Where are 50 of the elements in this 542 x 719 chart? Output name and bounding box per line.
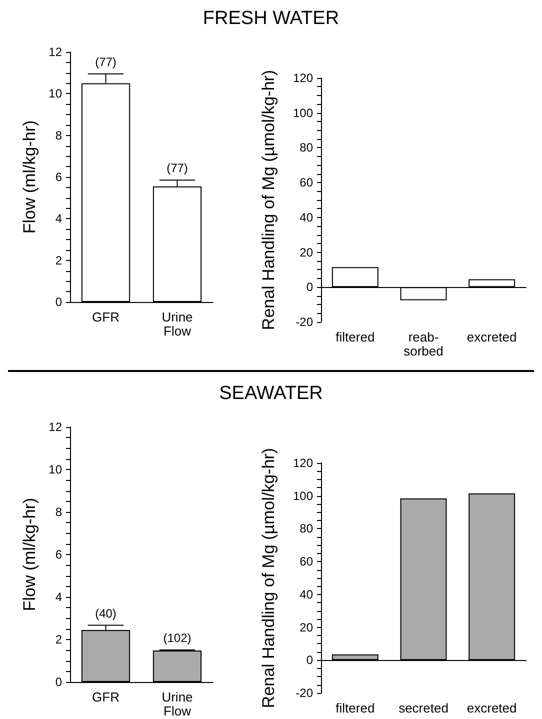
y-tick-label: 10 bbox=[48, 462, 62, 476]
x-tick-label: filtered bbox=[336, 330, 375, 344]
y-tick-label: 0 bbox=[55, 295, 62, 309]
y-tick-label: 8 bbox=[55, 505, 62, 519]
x-tick-label: filtered bbox=[336, 700, 375, 716]
x-tick-label: excreted bbox=[466, 330, 517, 344]
y-tick-label: 4 bbox=[55, 212, 62, 226]
annotation: (77) bbox=[95, 54, 116, 69]
y-tick-label: 12 bbox=[48, 420, 62, 434]
y-tick-label: 2 bbox=[55, 632, 62, 646]
y-tick-label: -20 bbox=[296, 686, 314, 700]
text: SEAWATER bbox=[218, 383, 324, 405]
y-tick-label: 100 bbox=[292, 488, 314, 503]
y-tick-label: 10 bbox=[48, 86, 62, 101]
y-tick-label: 6 bbox=[55, 170, 62, 184]
x-tick-label: excreted bbox=[466, 700, 517, 716]
x-tick-label: Urine Flow bbox=[162, 310, 193, 338]
y-tick-label: 20 bbox=[300, 245, 314, 260]
text: FRESH WATER bbox=[202, 8, 340, 30]
y-tick-label: 60 bbox=[300, 176, 314, 190]
y-tick-label: 2 bbox=[55, 253, 62, 268]
y-tick-label: 100 bbox=[292, 106, 314, 120]
y-tick-label: 40 bbox=[300, 587, 314, 602]
x-tick-label: GFR bbox=[92, 310, 120, 324]
y-axis-title: Flow (ml/kg-hr) bbox=[20, 120, 39, 234]
y-axis-title: Renal Handling of Mg (µmol/kg-hr) bbox=[259, 448, 278, 708]
y-axis-title: Renal Handling of Mg (µmol/kg-hr) bbox=[259, 70, 278, 330]
y-axis-title: Flow (ml/kg-hr) bbox=[20, 498, 39, 612]
y-tick-label: 120 bbox=[292, 71, 314, 85]
y-tick-label: 12 bbox=[48, 45, 62, 59]
annotation: (77) bbox=[166, 161, 188, 176]
y-tick-label: 120 bbox=[292, 456, 314, 470]
annotation: (102) bbox=[163, 630, 192, 645]
y-tick-label: 4 bbox=[55, 590, 62, 604]
y-tick-label: 40 bbox=[300, 210, 314, 224]
y-tick-label: 60 bbox=[300, 554, 314, 569]
x-tick-label: GFR bbox=[92, 690, 120, 704]
y-tick-label: -20 bbox=[296, 315, 314, 329]
y-tick-label: 0 bbox=[55, 675, 62, 689]
y-tick-label: 20 bbox=[300, 620, 314, 634]
y-tick-label: 0 bbox=[306, 280, 314, 294]
y-tick-label: 80 bbox=[300, 140, 314, 155]
y-tick-label: 0 bbox=[306, 653, 314, 668]
x-tick-label: Urine Flow bbox=[162, 690, 193, 718]
y-tick-label: 80 bbox=[300, 522, 314, 536]
y-tick-label: 6 bbox=[55, 548, 62, 562]
annotation: (40) bbox=[95, 606, 116, 620]
y-tick-label: 8 bbox=[55, 128, 62, 142]
x-tick-label: secreted bbox=[398, 700, 448, 716]
x-tick-label: reab- sorbed bbox=[404, 330, 444, 358]
